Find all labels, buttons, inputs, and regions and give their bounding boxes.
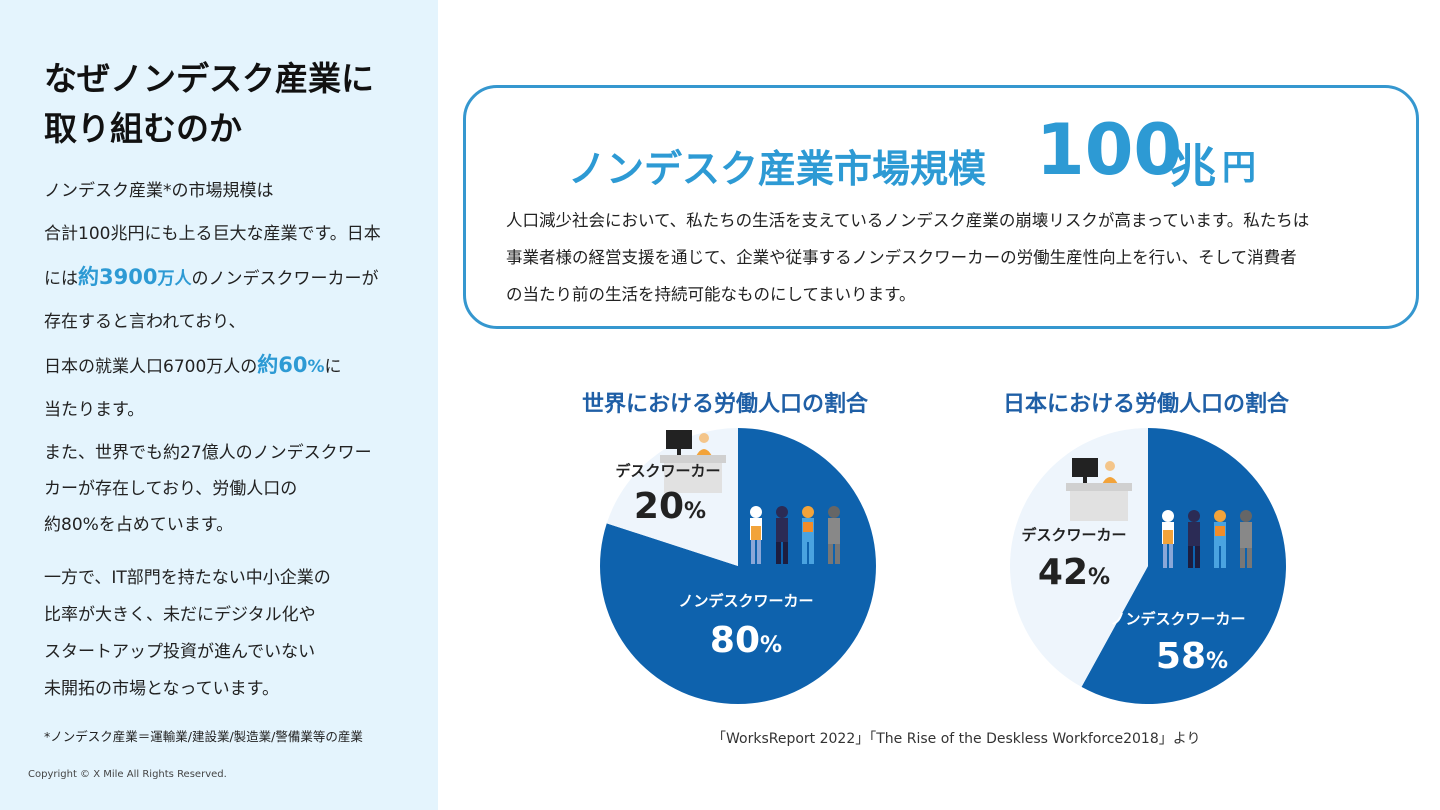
desk-worker-icon (660, 430, 726, 493)
market-description: 人口減少社会において、私たちの生活を支えているノンデスク産業の崩壊リスクが高まっ… (506, 202, 1396, 313)
market-size-number: 100 (1036, 109, 1183, 191)
title-line-1: なぜノンデスク産業に (44, 59, 374, 98)
world-chart-title: 世界における労働人口の割合 (582, 392, 869, 417)
line-text: 存在すると言われており、 (44, 312, 246, 332)
paragraph-line: また、世界でも約27億人のノンデスクワー (44, 443, 372, 463)
slice-label: ノンデスクワーカー (678, 592, 813, 610)
slice-label: デスクワーカー (615, 462, 720, 480)
left-sidebar: なぜノンデスク産業に 取り組むのか ノンデスク産業*の市場規模は合計100兆円に… (0, 0, 438, 810)
paragraph-world-workers: また、世界でも約27億人のノンデスクワー カーが存在しており、労働人口の 約80%を… (44, 435, 424, 543)
line-text: のノンデスクワーカーが (191, 269, 379, 289)
slice-label: デスクワーカー (1021, 526, 1126, 544)
paragraph-line: 日本の就業人口6700万人の約60%に (44, 353, 342, 377)
slice-value-unit: % (1088, 565, 1110, 590)
paragraph-market-size: ノンデスク産業*の市場規模は 合計100兆円にも上る巨大な産業です。日本 には約39… (44, 170, 424, 432)
market-size-unit-cho: 兆 (1170, 139, 1216, 193)
nondesk-workers-icon (750, 506, 840, 564)
paragraph-line: カーが存在しており、労働人口の (44, 479, 298, 499)
slice-value: 80% (710, 620, 782, 661)
line-text: 合計100兆円にも上る巨大な産業です。日本 (44, 224, 381, 244)
paragraph-line: の当たり前の生活を持続可能なものにしてまいります。 (506, 285, 916, 304)
slice-value: 58% (1156, 636, 1228, 677)
line-text: には (44, 269, 78, 289)
pie-slice-nondesk-worker (599, 428, 876, 704)
data-source: 「WorksReport 2022」「The Rise of the Deskl… (712, 731, 1201, 747)
paragraph-untapped-market: 一方で、IT部門を持たない中小企業の 比率が大きく、未だにデジタル化や スタートアッ… (44, 560, 424, 708)
paragraph-line: 存在すると言われており、 (44, 312, 245, 332)
paragraph-line: スタートアップ投資が進んでいない (44, 642, 316, 662)
paragraph-line: 当たります。 (44, 400, 144, 420)
paragraph-line: 約80%を占めています。 (44, 515, 234, 535)
page-title: なぜノンデスク産業に 取り組むのか (44, 54, 424, 154)
paragraph-line: には約3900万人のノンデスクワーカーが (44, 265, 379, 289)
slice-value-unit: % (760, 633, 782, 658)
copyright: Copyright © X Mile All Rights Reserved. (28, 769, 227, 780)
paragraph-line: 未開拓の市場となっています。 (44, 679, 279, 699)
desk-worker-icon (1066, 458, 1132, 521)
title-line-2: 取り組むのか (44, 109, 242, 148)
paragraph-line: 一方で、IT部門を持たない中小企業の (44, 568, 331, 588)
pie-slice-nondesk-worker (1081, 428, 1287, 704)
market-size-box: ノンデスク産業市場規模 100 兆 円 人口減少社会において、私たちの生活を支え… (463, 85, 1419, 329)
slice-value-unit: % (1206, 649, 1228, 674)
nondesk-workers-icon (1162, 510, 1252, 568)
slice-value-unit: % (684, 499, 706, 524)
slice-value: 42% (1038, 552, 1110, 593)
highlight-number: 約60 (257, 353, 308, 377)
line-text: 当たります。 (44, 400, 145, 420)
highlight-number: 約3900 (78, 265, 158, 289)
world-pie-chart: デスクワーカー 20% ノンデスクワーカー 80% (599, 428, 876, 704)
highlight-unit: 万人 (157, 269, 192, 289)
slice-value: 20% (634, 486, 706, 527)
market-size-heading: ノンデスク産業市場規模 100 兆 円 (568, 109, 1368, 193)
paragraph-line: 事業者様の経営支援を通じて、企業や従事するノンデスクワーカーの労働生産性向上を行… (506, 248, 1297, 267)
market-size-unit-yen: 円 (1222, 148, 1256, 188)
paragraph-line: ノンデスク産業*の市場規模は (44, 181, 274, 201)
slice-value-number: 58 (1156, 636, 1206, 677)
japan-chart-title: 日本における労働人口の割合 (1003, 392, 1290, 417)
market-size-title: ノンデスク産業市場規模 (568, 147, 987, 191)
line-text: ノンデスク産業*の市場規模は (44, 181, 274, 201)
slice-label: ノンデスクワーカー (1110, 610, 1245, 628)
slice-value-number: 20 (634, 486, 684, 527)
paragraph-line: 比率が大きく、未だにデジタル化や (44, 605, 316, 625)
line-text: 日本の就業人口6700万人の (44, 357, 258, 377)
slice-value-number: 80 (710, 620, 760, 661)
paragraph-line: 人口減少社会において、私たちの生活を支えているノンデスク産業の崩壊リスクが高まっ… (506, 211, 1310, 230)
paragraph-line: 合計100兆円にも上る巨大な産業です。日本 (44, 224, 381, 244)
footnote: *ノンデスク産業＝運輸業/建設業/製造業/警備業等の産業 (44, 729, 363, 744)
highlight-unit: % (307, 357, 325, 377)
slice-value-number: 42 (1038, 552, 1088, 593)
line-text: に (324, 357, 342, 377)
